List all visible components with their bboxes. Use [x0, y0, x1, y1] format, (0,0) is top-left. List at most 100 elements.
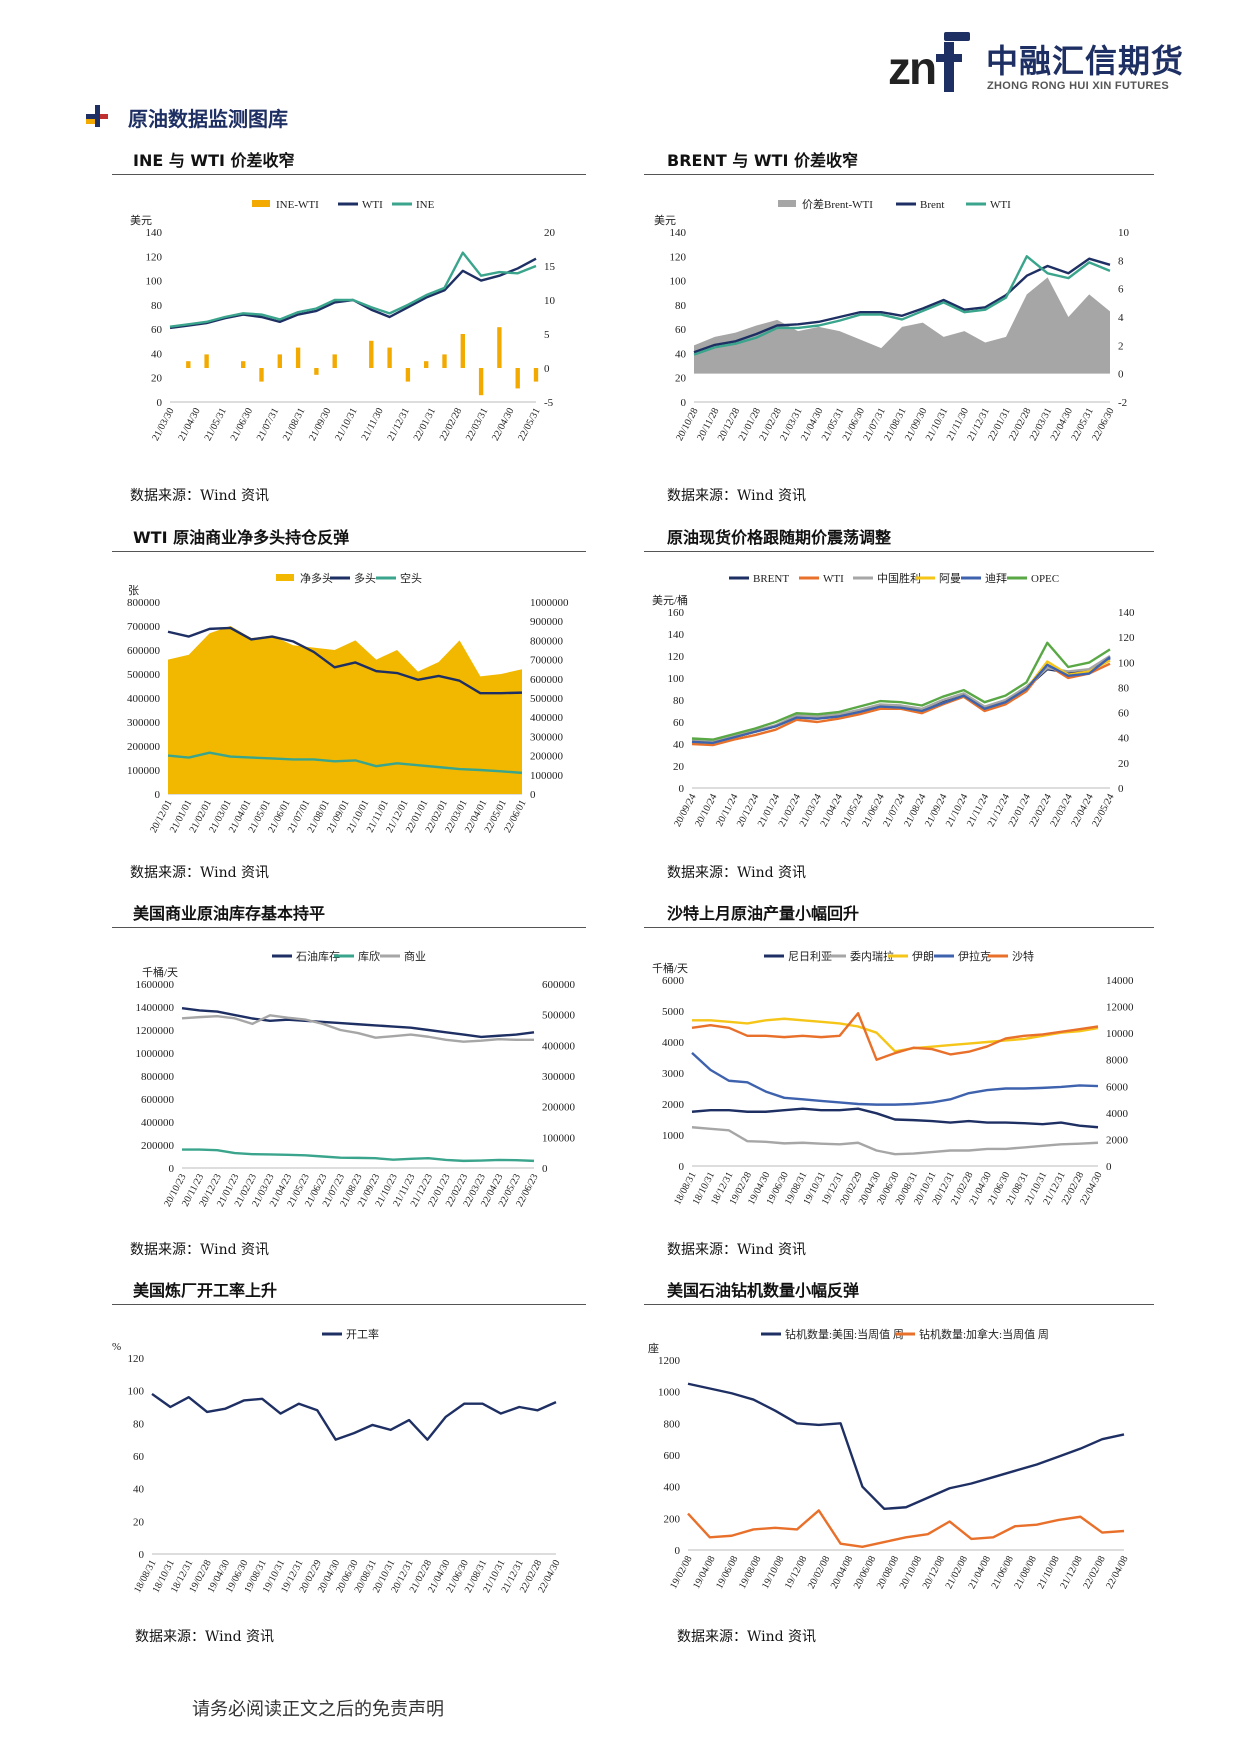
y-tick-label: 400000 [127, 693, 161, 705]
series-库欣 [182, 1148, 535, 1163]
y-tick-label: 800000 [141, 1071, 175, 1083]
y-tick-label: 700000 [127, 621, 161, 633]
legend-label: 石油库存 [296, 949, 340, 963]
series-空头 [167, 751, 523, 775]
chart-svg-c8: 座02004006008001000120019/02/0819/04/0819… [648, 1327, 1131, 1591]
legend-label: 库欣 [358, 949, 380, 963]
line-mark [691, 1126, 1099, 1156]
y-tick-label: 1000 [662, 1130, 685, 1142]
legend-label: 尼日利亚 [788, 950, 832, 963]
series-伊朗 [692, 1017, 1099, 1053]
y-tick-label: 100 [668, 673, 685, 685]
section-rule [644, 174, 1154, 175]
y-tick-label: 500000 [127, 669, 161, 681]
y-tick-label: 400000 [141, 1117, 175, 1129]
x-tick-label: 21/12/31 [386, 406, 412, 443]
y-tick-label: 300000 [127, 717, 161, 729]
series-商业 [181, 1014, 534, 1043]
data-source-note: 数据来源：Wind 资讯 [667, 488, 807, 504]
y-tick-label: 40 [151, 348, 163, 360]
chart-c4: 美元/桶 0 20 40 60 80 100 120 140 160 0 20 40 60 80 100 120… [644, 562, 1154, 858]
bar-mark [478, 368, 484, 396]
y-axis-label: 美元 [654, 214, 676, 227]
y-tick-label: 140 [146, 227, 163, 239]
legend-label: 伊朗 [912, 950, 934, 963]
y2-tick-label: 300000 [542, 1071, 576, 1083]
y2-tick-label: 20 [1118, 758, 1130, 770]
y2-tick-label: 5 [544, 329, 550, 341]
legend-label: INE-WTI [276, 199, 319, 211]
y-tick-label: 20 [151, 373, 163, 385]
bar-mark [332, 354, 337, 368]
series-净多头 [168, 626, 522, 794]
line-mark [691, 1051, 1099, 1106]
x-tick-label: 22/03/31 [464, 406, 490, 443]
y2-tick-label: 6000 [1106, 1081, 1129, 1093]
chart-c8: 座 0 200 400 600 800 1000 1200 19/02/08 19/04/08 19… [644, 1318, 1154, 1618]
bar-mark [515, 368, 520, 389]
legend-label: WTI [823, 573, 844, 585]
y2-tick-label: 120 [1118, 632, 1135, 644]
y2-tick-label: 200000 [530, 751, 564, 763]
chart-c7: % 0 20 40 60 80 100 120 18/08/31 18/10/31 18/12/31… [112, 1318, 586, 1618]
y-tick-label: 4000 [662, 1037, 685, 1049]
bar-mark [295, 347, 301, 368]
legend-label: Brent [920, 199, 944, 211]
y2-tick-label: 4000 [1106, 1108, 1129, 1120]
y-tick-label: 0 [139, 1549, 145, 1561]
y-axis-label: 座 [648, 1341, 659, 1355]
bar-mark [460, 334, 465, 368]
x-tick-label: 21/03/30 [150, 406, 176, 443]
legend-label: 净多头 [300, 571, 333, 585]
y-tick-label: 1200 [658, 1355, 681, 1367]
chart-svg-c3: 张 0 100000 200000 300000 400000 500000 600000 70… [127, 571, 569, 835]
svg-text:zn: zn [888, 42, 935, 94]
legend-label: WTI [990, 199, 1011, 211]
series-钻机数量:加拿大:当周值 周 [687, 1509, 1125, 1549]
series-尼日利亚 [691, 1107, 1099, 1129]
y-axis-label: 美元/桶 [652, 593, 688, 607]
y-tick-label: 200000 [141, 1140, 175, 1152]
chart-title-c8: 美国石油钻机数量小幅反弹 [667, 1281, 860, 1300]
legend-label: 价差Brent-WTI [802, 197, 873, 211]
x-tick-label: 21/04/30 [176, 406, 202, 443]
y-tick-label: 0 [155, 789, 161, 801]
x-tick-label: 22/04/08 [1104, 1554, 1130, 1591]
series-沙特 [691, 1012, 1099, 1061]
series-OPEC [691, 641, 1111, 741]
section-rule [112, 1304, 586, 1305]
line-mark [167, 626, 523, 695]
line-mark [691, 641, 1111, 741]
line-mark [693, 257, 1111, 354]
legend-label: 多头 [354, 571, 376, 585]
legend-label: 空头 [400, 571, 422, 585]
data-source-note: 数据来源：Wind 资讯 [667, 1242, 807, 1258]
y2-tick-label: 100 [1118, 657, 1135, 669]
y-tick-label: 140 [670, 227, 687, 239]
section-rule [644, 927, 1154, 928]
y2-tick-label: 0 [542, 1163, 548, 1175]
legend-swatch [252, 200, 270, 207]
chart-c2: 美元 0 20 40 60 80 100 120 140 -2 0 2 4 6 8 10 20/10/28 20/… [644, 188, 1154, 480]
y2-tick-label: 400000 [530, 712, 564, 724]
bar-mark [186, 361, 191, 368]
logo-english-name: ZHONG RONG HUI XIN FUTURES [987, 80, 1169, 92]
section-rule [112, 927, 586, 928]
chart-title-c2: BRENT 与 WTI 价差收窄 [667, 151, 858, 170]
x-tick-label: 21/11/30 [360, 406, 386, 442]
legend-label: 钻机数量:美国:当周值 周 [785, 1327, 904, 1341]
y-tick-label: 60 [133, 1451, 145, 1463]
y-tick-label: 1200000 [136, 1025, 175, 1037]
data-source-note: 数据来源：Wind 资讯 [135, 1629, 275, 1645]
x-tick-label: 22/02/28 [438, 406, 464, 443]
x-tick-label: 21/10/31 [333, 406, 359, 443]
legend: 石油库存 库欣 商业 [272, 949, 426, 963]
series-石油库存 [181, 1006, 535, 1039]
y-axis-label: % [112, 1341, 121, 1353]
legend: INE-WTI WTI INE [252, 199, 435, 211]
y2-tick-label: 2 [1118, 340, 1124, 352]
data-source-note: 数据来源：Wind 资讯 [667, 865, 807, 881]
line-mark [691, 1107, 1099, 1129]
bar-mark [314, 368, 319, 375]
section-heading-text: 原油数据监测图库 [128, 107, 288, 131]
